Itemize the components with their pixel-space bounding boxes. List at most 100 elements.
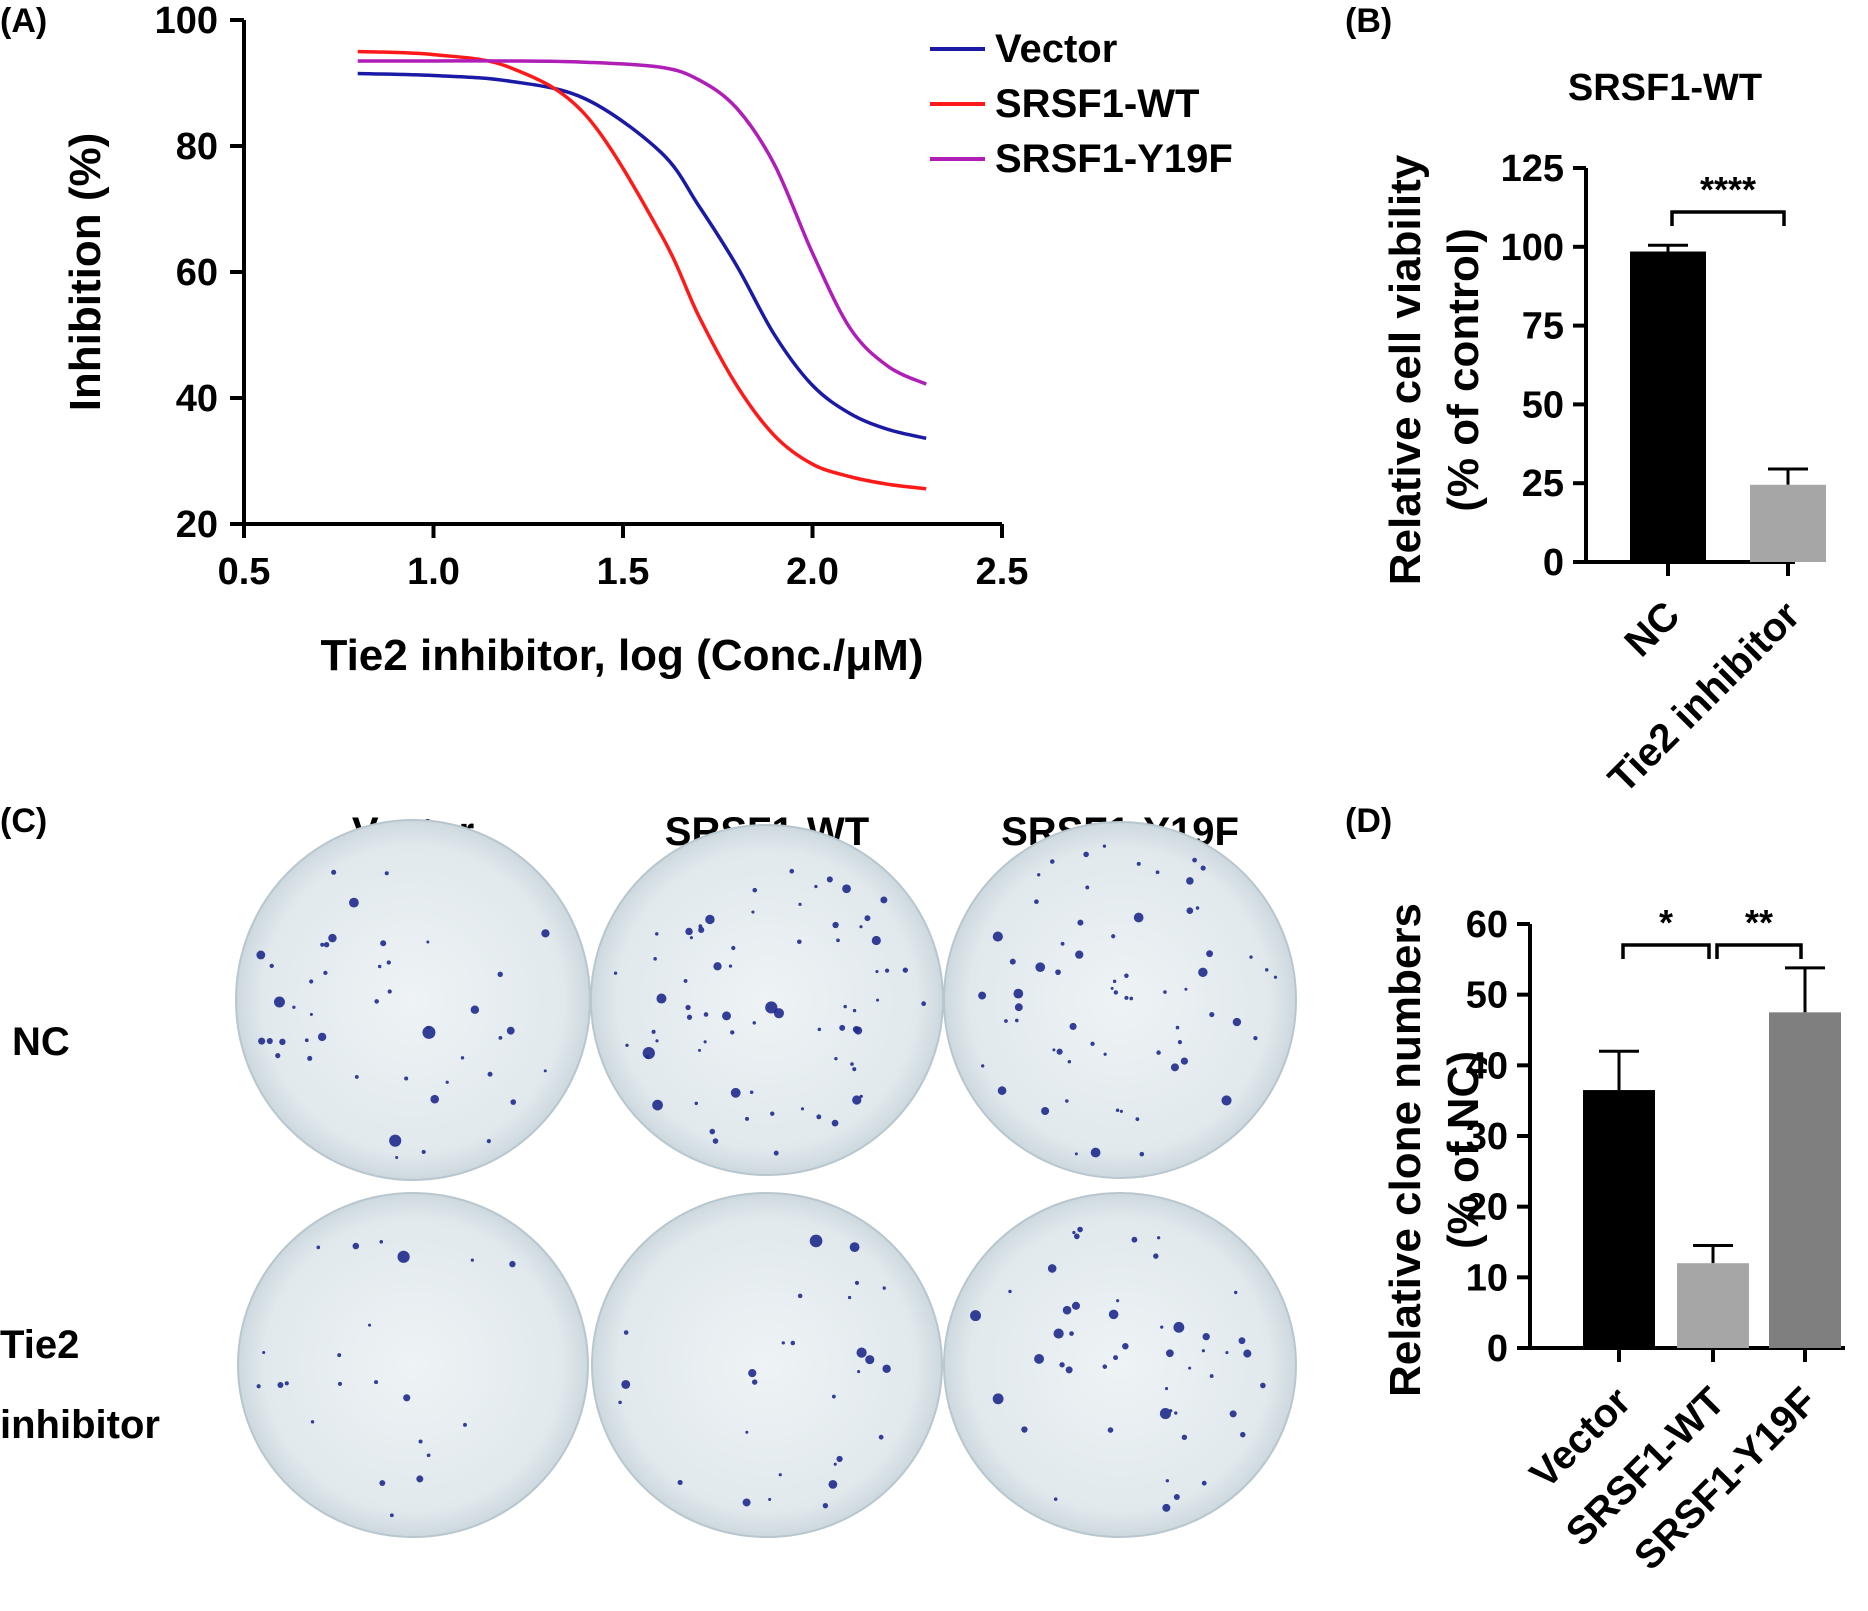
colony-dot — [256, 950, 266, 960]
colony-dot — [1209, 1011, 1215, 1018]
dish-plate — [591, 1192, 943, 1538]
colony-dot — [380, 940, 387, 947]
colony-dot — [1122, 1342, 1129, 1350]
colony-dot — [730, 1030, 735, 1035]
colony-dot — [292, 1005, 296, 1009]
colony-dot — [1035, 962, 1046, 973]
colony-dot — [703, 1012, 709, 1017]
colony-dot — [645, 1055, 650, 1059]
colony-dot — [509, 1260, 516, 1268]
colony-dot — [1113, 1355, 1119, 1361]
panel-b-y-axis-title-line1: Relative cell viability — [1381, 154, 1430, 585]
colony-dot — [1072, 1230, 1076, 1235]
colony-dot — [487, 1071, 493, 1077]
colony-dot — [847, 1295, 852, 1300]
colony-dot — [882, 1286, 886, 1290]
colony-dot — [1047, 1264, 1057, 1273]
colony-dot — [397, 1250, 410, 1263]
panel-b-y-tick-label: 25 — [1522, 463, 1564, 505]
colony-dot — [613, 971, 618, 975]
colony-dot — [1090, 1147, 1101, 1158]
panel-d-y-tick-label: 20 — [1466, 1187, 1508, 1229]
panel-a-legend-label-srsf1-wt: SRSF1-WT — [995, 82, 1199, 126]
colony-dot — [1225, 1350, 1229, 1355]
colony-dot — [1243, 1349, 1252, 1358]
dish-plate — [237, 1192, 589, 1538]
colony-dot — [618, 1400, 622, 1405]
colony-dot — [1056, 1048, 1063, 1055]
panel-b-bar-nc — [1630, 251, 1706, 562]
colony-dot — [849, 1242, 860, 1253]
colony-dot — [698, 926, 705, 933]
colony-dot — [865, 1355, 875, 1365]
colony-dot — [817, 1027, 822, 1032]
colony-dot — [1165, 1479, 1170, 1483]
panel-a-legend-label-srsf1-y19f: SRSF1-Y19F — [995, 137, 1233, 181]
panel-c-row-tie2: Tie2 — [0, 1323, 79, 1367]
colony-dot — [331, 869, 337, 875]
colony-dot — [1077, 919, 1084, 926]
panel-a-x-tick-label: 1.0 — [407, 551, 460, 593]
colony-dot — [309, 979, 314, 984]
colony-dot — [882, 1364, 891, 1373]
colony-dot — [814, 884, 818, 889]
colony-dot — [765, 1001, 778, 1014]
colony-dot — [256, 1384, 261, 1389]
panel-a-x-tick-label: 0.5 — [218, 551, 271, 593]
colony-dot — [1065, 1099, 1069, 1103]
colony-dot — [1139, 1151, 1145, 1157]
panel-b-title: SRSF1-WT — [1568, 67, 1762, 109]
colony-dot — [543, 1069, 547, 1073]
panel-a-series-line-srsf1-y19f — [357, 59, 927, 386]
colony-dot — [1102, 1364, 1108, 1369]
colony-dot — [1069, 1022, 1077, 1030]
colony-dot — [1053, 1328, 1064, 1339]
colony-dot — [422, 1025, 436, 1039]
colony-dot — [1103, 1052, 1107, 1056]
colony-dot — [709, 1128, 716, 1135]
colony-dot — [1198, 967, 1208, 978]
panel-d-significance-label: ** — [1745, 902, 1773, 943]
colony-dot — [1156, 1050, 1161, 1055]
colony-dot — [1113, 990, 1119, 995]
panel-d-y-tick-label: 40 — [1466, 1045, 1508, 1087]
colony-dot — [828, 1480, 838, 1489]
colony-dot — [686, 1014, 693, 1020]
dish-nc-vector — [235, 819, 591, 1181]
colony-dot — [652, 1099, 663, 1111]
colony-dot — [1265, 968, 1269, 972]
colony-dot — [852, 1095, 862, 1105]
colony-dot — [832, 921, 839, 929]
colony-dot — [822, 1503, 829, 1509]
colony-dot — [797, 1293, 803, 1299]
colony-dot — [656, 993, 667, 1004]
panel-d-y-tick-label: 50 — [1466, 975, 1508, 1017]
colony-dot — [850, 1062, 854, 1066]
panel-d-y-tick-label: 0 — [1487, 1328, 1508, 1370]
colony-dot — [722, 1011, 731, 1021]
colony-dot — [625, 1043, 629, 1048]
colony-dot — [1173, 1493, 1180, 1500]
colony-dot — [876, 998, 880, 1002]
dish-plate — [943, 1192, 1297, 1538]
colony-dot — [1107, 1427, 1114, 1433]
colony-dot — [1052, 1048, 1056, 1052]
colony-dot — [470, 1258, 474, 1262]
colony-dot — [320, 942, 325, 947]
panel-a-series-line-srsf1-wt — [357, 49, 927, 491]
panel-d-bar-srsf1-wt — [1677, 1263, 1749, 1348]
colony-dot — [284, 1381, 289, 1386]
colony-dot — [1075, 950, 1084, 959]
colony-dot — [387, 989, 392, 994]
colony-dot — [1184, 987, 1188, 991]
colony-dot — [748, 1369, 757, 1378]
colony-dot — [310, 1420, 315, 1424]
colony-dot — [1112, 979, 1117, 984]
colony-dot — [856, 1347, 867, 1358]
colony-dot — [377, 964, 382, 969]
colony-dot — [836, 938, 840, 943]
colony-dot — [642, 1046, 655, 1060]
colony-dot — [1260, 1382, 1266, 1389]
